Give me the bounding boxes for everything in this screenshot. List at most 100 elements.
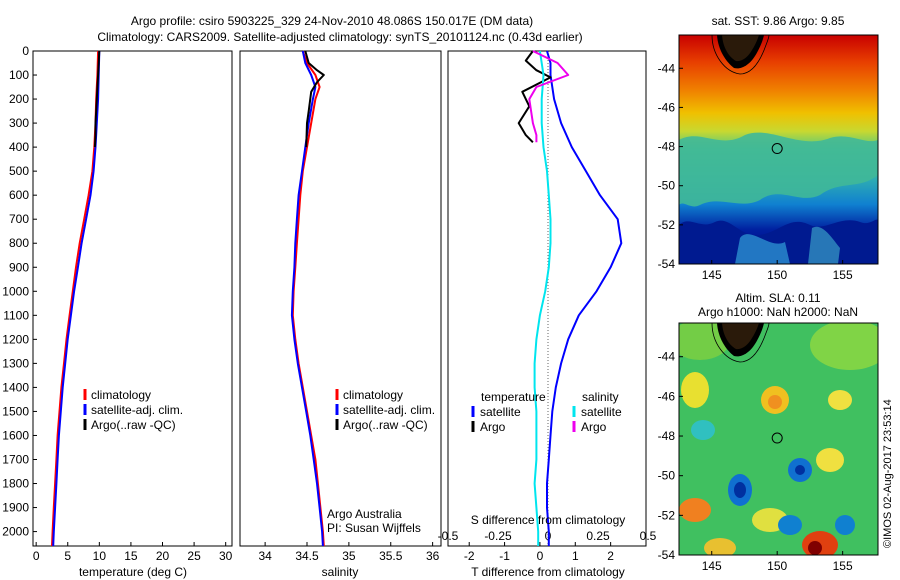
difference-legend: temperature salinitysatelliteArgosatellit…	[471, 390, 622, 434]
temperature-x-tick-label: 30	[219, 549, 233, 563]
difference-series-0	[546, 50, 623, 546]
depth-tick-label: 0	[22, 44, 29, 58]
temperature-legend-label: climatology	[91, 388, 151, 402]
salinity-x-tick-label: 34.5	[295, 549, 319, 563]
depth-tick-label: 500	[9, 164, 29, 178]
figure-title-line1: Argo profile: csiro 5903225_329 24-Nov-2…	[131, 14, 533, 28]
depth-tick-label: 1800	[2, 477, 29, 491]
salinity-legend-label: climatology	[343, 388, 403, 402]
difference-legend-label: Argo	[480, 420, 506, 434]
depth-tick-label: 1300	[2, 356, 29, 370]
sla-lon-tick-label: 150	[767, 559, 787, 573]
difference-x-axis: -2 -1 0 1 2-0.5 -0.25 0 0.25 0.5	[438, 529, 657, 563]
sst-lon-tick-label: 145	[702, 268, 722, 282]
sla-lat-tick-label: -52	[658, 508, 676, 522]
difference-x-tick-label: 1	[572, 549, 579, 563]
difference-top-tick-label: 0.5	[640, 529, 657, 543]
depth-tick-label: 100	[9, 68, 29, 82]
sla-lat-tick-label: -48	[658, 429, 676, 443]
salinity-annotation-line1: Argo Australia	[327, 507, 402, 521]
temperature-x-tick-label: 15	[124, 549, 138, 563]
sst-lat-tick-label: -48	[658, 140, 676, 154]
difference-panel: -2 -1 0 1 2-0.5 -0.25 0 0.25 0.5 S difference fr…	[438, 50, 657, 579]
salinity-series-1	[290, 50, 324, 547]
salinity-legend-label: satellite-adj. clim.	[343, 403, 435, 417]
sst-lon-tick-label: 150	[767, 268, 787, 282]
difference-series-1	[517, 50, 552, 144]
depth-tick-label: 700	[9, 212, 29, 226]
sla-lat-tick-label: -46	[658, 389, 676, 403]
depth-tick-label: 1500	[2, 404, 29, 418]
depth-tick-label: 1000	[2, 284, 29, 298]
sla-lon-tick-label: 155	[833, 559, 853, 573]
sla-map-title: Altim. SLA: 0.11	[735, 291, 820, 305]
depth-tick-label: 800	[9, 236, 29, 250]
depth-tick-label: 600	[9, 188, 29, 202]
salinity-panel: 34 34.5 35 35.5 36 salinity climatologysatel…	[239, 50, 442, 579]
difference-top-tick-label: -0.25	[484, 529, 512, 543]
temperature-x-tick-label: 5	[64, 549, 71, 563]
depth-tick-label: 300	[9, 116, 29, 130]
salinity-x-tick-label: 35.5	[379, 549, 403, 563]
temperature-x-label: temperature (deg C)	[79, 565, 187, 579]
depth-tick-label: 1900	[2, 501, 29, 515]
salinity-x-label: salinity	[322, 565, 359, 579]
salinity-legend-label: Argo(..raw -QC)	[343, 418, 428, 432]
sla-map-axes: 145 150 155 -44 -46 -48 -50 -52 -54	[658, 350, 853, 573]
sst-lat-tick-label: -52	[658, 218, 676, 232]
sla-lon-tick-label: 145	[702, 559, 722, 573]
temperature-series-2	[93, 50, 101, 148]
depth-tick-label: 1200	[2, 332, 29, 346]
temperature-series	[51, 50, 101, 547]
sla-map-frame	[678, 322, 879, 556]
sst-lat-tick-label: -46	[658, 100, 676, 114]
depth-tick-label: 1100	[3, 308, 29, 322]
temperature-legend-label: Argo(..raw -QC)	[91, 418, 176, 432]
salinity-series	[290, 50, 325, 547]
sst-map-frame	[678, 34, 879, 265]
depth-tick-label: 900	[9, 260, 29, 274]
temperature-x-tick-label: 25	[187, 549, 201, 563]
sst-lat-tick-label: -50	[658, 179, 676, 193]
difference-legend-label: satellite	[480, 405, 521, 419]
sst-argo-marker	[771, 143, 783, 155]
difference-legend-title-salinity: salinity	[582, 390, 619, 404]
salinity-x-tick-label: 34	[258, 549, 272, 563]
temperature-x-axis: 0 5 10 15 20 25 30	[33, 542, 233, 563]
sst-lat-tick-label: -54	[658, 257, 676, 271]
difference-legend-title-temperature: temperature	[481, 390, 546, 404]
temperature-x-tick-label: 20	[156, 549, 170, 563]
timestamp-stamp: ©IMOS 02-Aug-2017 23:53:14	[882, 399, 894, 548]
difference-legend-label: Argo	[581, 420, 607, 434]
sst-field	[679, 35, 878, 264]
depth-tick-label: 1700	[2, 452, 29, 466]
difference-x-tick-label: -1	[499, 549, 510, 563]
depth-tick-label: 200	[9, 92, 29, 106]
temperature-x-tick-label: 10	[93, 549, 107, 563]
temperature-series-1	[52, 50, 101, 547]
salinity-x-tick-label: 35	[342, 549, 356, 563]
depth-tick-label: 2000	[2, 525, 29, 539]
difference-top-tick-label: -0.5	[438, 529, 459, 543]
sla-lat-tick-label: -50	[658, 469, 676, 483]
salinity-x-axis: 34 34.5 35 35.5 36	[258, 542, 440, 563]
difference-legend-label: satellite	[581, 405, 622, 419]
difference-x-label: T difference from climatology	[471, 565, 625, 579]
sla-lat-tick-label: -44	[658, 350, 676, 364]
salinity-series-2	[304, 50, 325, 148]
difference-series	[517, 50, 623, 546]
difference-top-label: S difference from climatology	[471, 513, 626, 527]
sst-map-axes: 145 150 155 -44 -46 -48 -50 -52 -54	[658, 61, 853, 282]
sst-map-title: sat. SST: 9.86 Argo: 9.85	[712, 14, 845, 28]
temperature-panel: 0100200300400500600700800900100011001200…	[2, 44, 232, 579]
sla-map-panel: Altim. SLA: 0.11 Argo h1000: NaN h2000: …	[658, 291, 879, 573]
salinity-axes-frame	[239, 50, 442, 547]
depth-tick-label: 1600	[2, 428, 29, 442]
sla-argo-marker	[771, 432, 783, 444]
salinity-x-tick-label: 36	[426, 549, 440, 563]
temperature-legend-label: satellite-adj. clim.	[91, 403, 183, 417]
sla-lat-tick-label: -54	[658, 548, 676, 562]
